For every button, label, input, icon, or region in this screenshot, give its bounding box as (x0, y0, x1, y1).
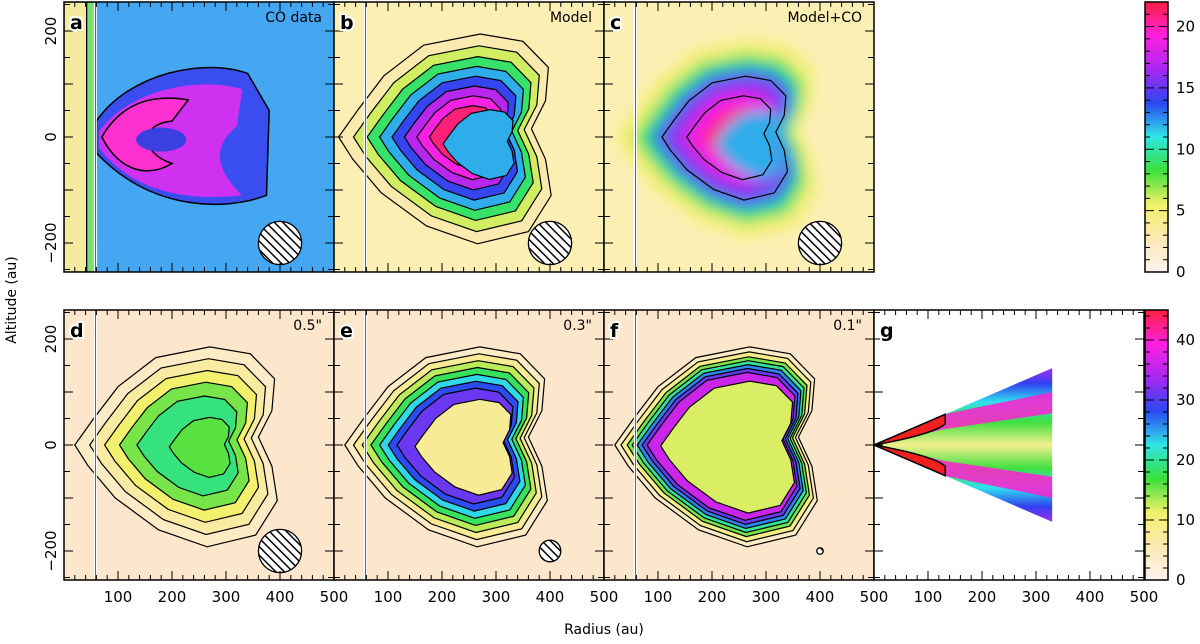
panel-title: CO data (265, 10, 322, 26)
x-tick-label: 100 (104, 588, 133, 606)
inner-blue-spot (136, 127, 187, 152)
colorbar-tick-label: 0 (1176, 263, 1186, 281)
lower-hot-lobe (874, 444, 947, 477)
y-tick-label: −200 (42, 530, 60, 571)
x-tick-label: 400 (1076, 588, 1105, 606)
inner-notch (442, 108, 515, 181)
smoothed-image (614, 38, 818, 239)
x-tick-label: 100 (374, 588, 403, 606)
x-tick-label: 300 (752, 588, 781, 606)
panel-title: Model (550, 10, 592, 26)
colorbar-intensity: 0 5 10 15 20 (1144, 1, 1195, 281)
panel-label: c (610, 12, 621, 34)
y-tick-label: 0 (42, 132, 60, 142)
colorbar-temperature: 0 10 20 30 40 (1144, 309, 1195, 589)
panel-image (334, 310, 604, 580)
x-tick-label: 500 (860, 588, 889, 606)
panel-a: a CO data 200 0 −200 (42, 1, 335, 273)
beam-ellipse-icon (538, 539, 562, 563)
colorbar-tick-label: 15 (1176, 79, 1195, 97)
upper-hot-lobe (874, 413, 947, 446)
x-tick-label: 400 (806, 588, 835, 606)
inner-region (414, 398, 513, 496)
colorbar-tick-label: 10 (1176, 140, 1195, 158)
y-tick-label: 200 (42, 17, 60, 46)
inner-notch (713, 109, 784, 180)
panel-image (874, 310, 1144, 580)
x-tick-label: 200 (968, 588, 997, 606)
beam-ellipse-icon (257, 220, 303, 266)
panel-f: f 0.1" 100 200 300 400 500 (603, 309, 889, 606)
colorbar-tick-label: 10 (1176, 511, 1195, 529)
colorbar-tick-label: 20 (1176, 18, 1195, 36)
x-tick-label: 400 (266, 588, 295, 606)
x-tick-label: 300 (212, 588, 241, 606)
x-tick-label: 200 (428, 588, 457, 606)
panel-label: d (70, 320, 84, 342)
panel-label: b (340, 12, 354, 34)
beam-ellipse-icon (816, 547, 824, 555)
panel-d: d 0.5" 200 0 −200 100 200 300 400 500 (42, 309, 349, 606)
x-tick-label: 400 (536, 588, 565, 606)
colorbar-tick-label: 40 (1176, 331, 1195, 349)
panel-image (64, 2, 334, 272)
panel-image (604, 2, 874, 272)
colorbar-tick-label: 0 (1176, 571, 1186, 589)
panel-label: g (880, 320, 894, 342)
beam-ellipse-icon (797, 220, 843, 266)
panel-b: b Model (333, 1, 605, 273)
y-tick-label: −200 (42, 222, 60, 263)
panel-c: c Model+CO (603, 1, 875, 273)
x-tick-label: 100 (914, 588, 943, 606)
panel-g: g 100 200 300 400 500 (873, 309, 1159, 606)
x-tick-label: 200 (698, 588, 727, 606)
beam-ellipse-icon (257, 528, 303, 574)
inner-region (168, 416, 231, 479)
colorbar-tick-label: 30 (1176, 391, 1195, 409)
x-tick-label: 300 (482, 588, 511, 606)
panel-label: f (610, 320, 619, 342)
panel-title: Model+CO (787, 10, 862, 26)
panel-label: e (340, 320, 353, 342)
y-tick-label: 0 (42, 440, 60, 450)
x-tick-label: 200 (158, 588, 187, 606)
x-axis-label: Radius (au) (564, 622, 644, 638)
x-tick-label: 100 (644, 588, 673, 606)
panel-label: a (70, 12, 83, 34)
panel-image (604, 310, 874, 580)
colorbar-tick-label: 20 (1176, 451, 1195, 469)
contour (686, 95, 773, 181)
x-tick-label: 300 (1022, 588, 1051, 606)
panel-title: 0.3" (563, 318, 592, 334)
colorbar-tick-label: 5 (1176, 202, 1186, 220)
panel-title: 0.5" (293, 318, 322, 334)
inner-region (659, 380, 796, 514)
colorbar-scale (1144, 309, 1169, 581)
beam-ellipse-icon (527, 220, 573, 266)
y-tick-label: 200 (42, 325, 60, 354)
panel-e: e 0.3" 100 200 300 400 500 (333, 309, 619, 606)
panel-title: 0.1" (833, 318, 862, 334)
contour (661, 75, 789, 201)
x-tick-label: 500 (1130, 588, 1159, 606)
x-tick-label: 500 (320, 588, 349, 606)
x-tick-label: 500 (590, 588, 619, 606)
y-axis-label: Altitude (au) (4, 256, 20, 344)
